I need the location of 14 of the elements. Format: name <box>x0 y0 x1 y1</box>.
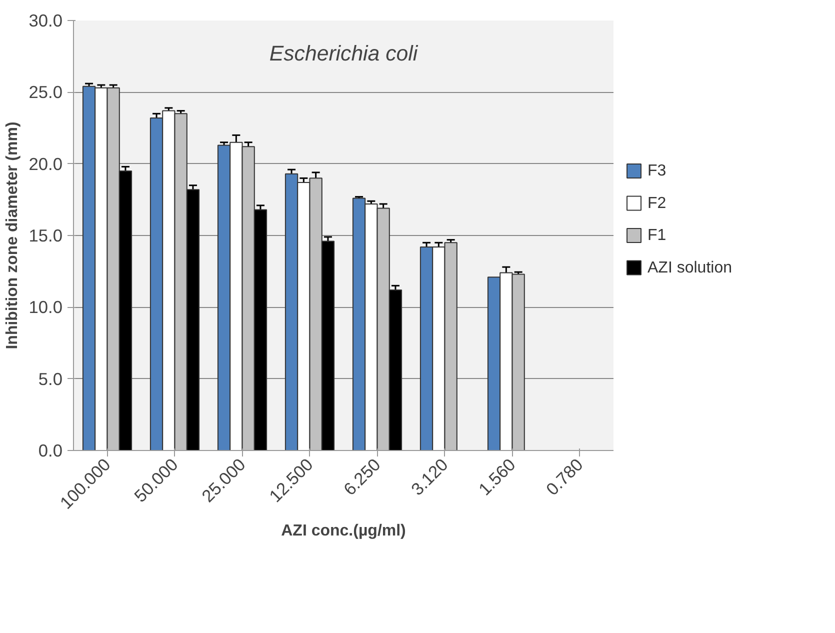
y-tick-label: 20.0 <box>28 154 63 174</box>
y-axis-title: Inhibition zone diameter (mm) <box>4 122 21 350</box>
legend-label: F3 <box>648 162 666 180</box>
y-tick-label: 30.0 <box>28 10 63 30</box>
legend-label: AZI solution <box>648 259 732 276</box>
y-tick-label: 0.0 <box>38 440 63 460</box>
y-tick-label: 5.0 <box>38 368 63 389</box>
y-tick-label: 10.0 <box>28 297 63 318</box>
text: Escherichia coli <box>269 42 419 66</box>
legend-label: F1 <box>648 227 666 244</box>
y-tick-label: 15.0 <box>28 226 63 246</box>
legend-label: F2 <box>648 194 666 212</box>
y-tick-label: 25.0 <box>28 82 63 102</box>
x-axis-title: AZI conc.(µg/ml) <box>281 522 406 540</box>
